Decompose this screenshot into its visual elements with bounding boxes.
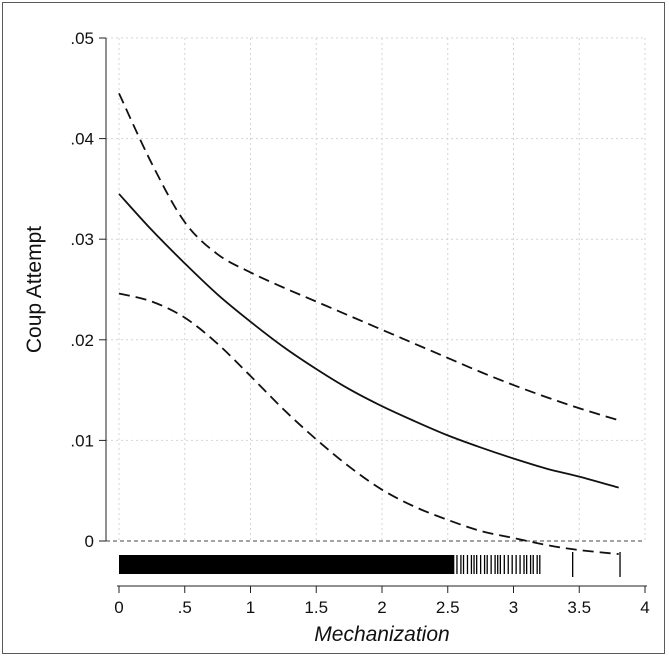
upper-ci-line [118, 92, 619, 422]
series-lines [118, 92, 619, 555]
rug-plot [119, 552, 621, 577]
x-tick-label: 2 [377, 598, 386, 617]
y-tick-label: .03 [70, 230, 94, 249]
y-axis-title: Coup Attempt [23, 226, 46, 353]
x-tick-label: 4 [640, 598, 649, 617]
y-tick-label: .04 [70, 130, 94, 149]
x-tick-label: 0 [114, 598, 123, 617]
coup-attempt-chart: 0 .01 .02 .03 .04 .05 0 .5 1 1.5 2 2.5 3 3.5 4 Mechani… [23, 29, 650, 646]
lower-ci-line [118, 292, 619, 555]
axes [99, 37, 647, 593]
x-tick-label: 1 [246, 598, 255, 617]
x-tick-label: 1.5 [304, 598, 328, 617]
x-tick-label: 3.5 [567, 598, 591, 617]
x-axis-title: Mechanization [314, 623, 449, 646]
tick-labels: 0 .01 .02 .03 .04 .05 0 .5 1 1.5 2 2.5 3 3.5 4 [70, 29, 649, 617]
x-tick-label: 2.5 [436, 598, 460, 617]
grid [106, 37, 646, 541]
y-tick-label: .01 [70, 431, 94, 450]
y-tick-label: .02 [70, 331, 94, 350]
rug-dense-band [119, 555, 455, 574]
y-tick-label: 0 [85, 532, 94, 551]
x-tick-label: 3 [509, 598, 518, 617]
x-tick-label: .5 [178, 598, 192, 617]
predicted-line [118, 193, 619, 489]
y-tick-label: .05 [70, 29, 94, 48]
